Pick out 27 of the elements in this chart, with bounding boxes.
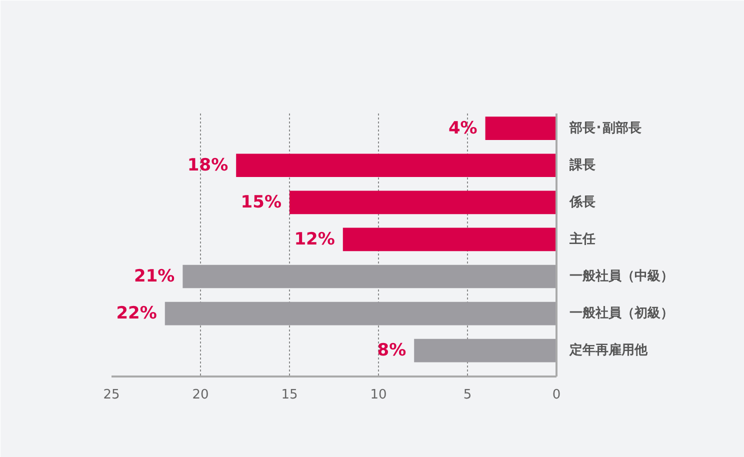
y-tick-label: 主任	[568, 230, 596, 247]
x-tick-label: 0	[552, 388, 561, 402]
data-label: 15%	[240, 192, 282, 212]
bar	[485, 116, 556, 140]
data-label: 21%	[134, 266, 175, 286]
y-tick-label: 定年再雇用他	[568, 342, 648, 358]
data-label: 22%	[116, 304, 157, 324]
y-tick-label: 一般社員（初級）	[570, 305, 674, 322]
data-label: 18%	[187, 155, 228, 176]
y-tick-label: 一般社員（中級）	[570, 268, 674, 284]
y-tick-label: 課長	[568, 156, 596, 173]
bar	[164, 302, 556, 326]
x-tick-label: 15	[281, 388, 298, 402]
data-label: 4%	[448, 118, 478, 138]
bar	[342, 228, 556, 252]
x-tick-label: 5	[463, 388, 472, 402]
bar	[236, 154, 556, 178]
x-tick-label: 25	[103, 388, 120, 402]
y-tick-label: 係長	[568, 194, 596, 210]
bar	[182, 264, 556, 288]
x-tick-label: 10	[370, 388, 387, 402]
y-tick-label: 部長･副部長	[568, 120, 642, 136]
data-label: 8%	[377, 340, 406, 361]
x-tick-label: 20	[192, 388, 209, 402]
data-label: 12%	[294, 229, 335, 250]
bar	[414, 338, 556, 362]
bar	[290, 190, 556, 214]
